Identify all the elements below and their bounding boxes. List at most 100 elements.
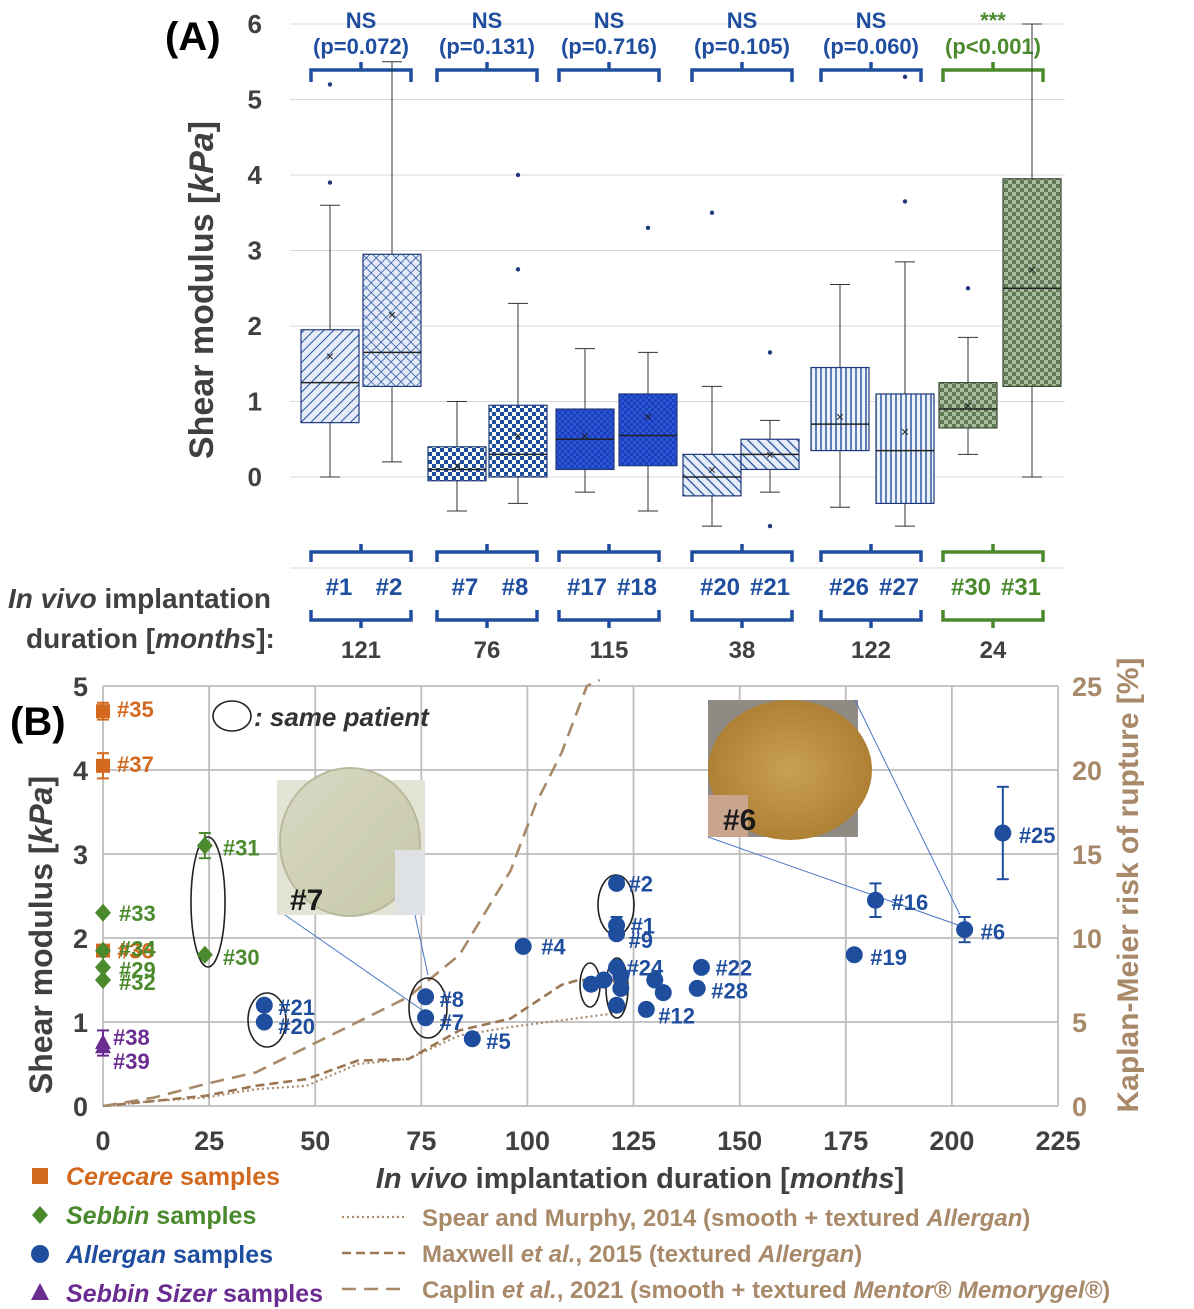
data-point-21: #21 xyxy=(255,995,315,1020)
p-value-label: (p=0.072) xyxy=(313,34,409,59)
data-point-30: #30 xyxy=(196,945,260,970)
sample-label: #26 xyxy=(829,574,869,601)
legend-right-label: Maxwell et al., 2015 (textured Allergan) xyxy=(422,1241,862,1268)
mean-marker: × xyxy=(836,409,844,425)
legend-right-label: Spear and Murphy, 2014 (smooth + texture… xyxy=(422,1205,1030,1232)
significance-label: NS xyxy=(727,8,758,33)
panel-a-y-axis-label: Shear modulus [kPa] xyxy=(183,121,221,459)
y-tick-a-6: 6 xyxy=(248,9,262,39)
box-body xyxy=(938,382,998,429)
significance-label: *** xyxy=(980,8,1006,33)
mean-marker: × xyxy=(644,409,652,425)
panel-a-bottom-brackets: #1 #2 121 #7 #8 76 #17 #18 115 #20 #21 38 #26 #27 122 #… xyxy=(290,544,1065,664)
significance-label: NS xyxy=(346,8,377,33)
x-tick-b: 50 xyxy=(300,1126,330,1156)
y2-tick-b: 20 xyxy=(1072,756,1102,786)
p-value-label: (p=0.131) xyxy=(439,34,535,59)
outlier-point xyxy=(767,350,773,355)
y-tick-a-1: 1 xyxy=(248,387,262,417)
bottom-bracket-lower xyxy=(557,610,661,628)
legend-part: Maxwell xyxy=(422,1241,521,1268)
box-20: × xyxy=(682,210,742,527)
box-27: × xyxy=(875,74,935,527)
legend-left-label: Allergan samples xyxy=(65,1241,273,1269)
marker-circle xyxy=(417,988,435,1006)
x-tick-b: 75 xyxy=(406,1126,436,1156)
point-label: #25 xyxy=(1019,823,1056,848)
marker-circle xyxy=(417,1009,435,1027)
mean-marker: × xyxy=(964,397,972,413)
marker-circle xyxy=(688,979,706,997)
box-body xyxy=(300,329,360,424)
data-point-12: #12 xyxy=(637,1000,695,1028)
legend-marker-diamond xyxy=(32,1206,48,1224)
data-point-2: #2 xyxy=(608,871,653,896)
data-point xyxy=(612,979,630,997)
p-value-label: (p<0.001) xyxy=(945,34,1041,59)
point-label: #37 xyxy=(117,752,154,777)
marker-circle xyxy=(608,874,626,892)
point-label: #28 xyxy=(711,978,748,1003)
marker-circle xyxy=(654,984,672,1002)
bottom-bracket-upper xyxy=(819,544,923,562)
box-body xyxy=(875,393,935,505)
legend-part: Spear and Murphy, 2014 (smooth + texture… xyxy=(422,1205,926,1232)
point-label: #33 xyxy=(119,901,156,926)
photo-inset-6: #6 xyxy=(708,700,872,840)
point-label: #39 xyxy=(113,1049,150,1074)
marker-triangle xyxy=(95,1038,111,1054)
y-tick-b: 0 xyxy=(73,1092,88,1122)
marker-circle xyxy=(956,921,974,939)
marker-circle xyxy=(637,1000,655,1018)
data-point-28: #28 xyxy=(688,978,748,1003)
y2-tick-b: 15 xyxy=(1072,840,1102,870)
box-2: × xyxy=(362,61,422,463)
legend-part: Allergan xyxy=(757,1241,854,1268)
photo-7-pointer-line-1 xyxy=(284,914,426,1013)
legend-left-label: Sebbin samples xyxy=(66,1202,256,1230)
y-tick-b: 1 xyxy=(73,1008,88,1038)
data-point-39: #39 xyxy=(95,1038,150,1074)
sample-label: #31 xyxy=(1001,574,1041,601)
outlier-point xyxy=(902,74,908,80)
panel-a-y-ticks: 0 1 2 3 4 5 6 xyxy=(248,9,263,492)
marker-diamond xyxy=(196,836,213,855)
data-point-38: #38 xyxy=(95,1025,150,1057)
significance-label: NS xyxy=(472,8,503,33)
months-label: 76 xyxy=(474,637,501,664)
panel-b-data-points: #35#37#36#31#30#33#34#29#32#2#1#9#4#8#7#… xyxy=(95,697,1056,1074)
data-point-29: #29 xyxy=(95,957,156,982)
legend-part: Caplin xyxy=(422,1277,502,1304)
data-point-19: #19 xyxy=(845,945,907,970)
panel-a-boxes: × × × × × × × × × × × × xyxy=(300,23,1062,529)
point-label: #9 xyxy=(629,928,653,953)
point-label: #6 xyxy=(981,920,1005,945)
data-point-32: #32 xyxy=(95,970,156,995)
bottom-bracket-lower xyxy=(690,610,794,628)
bottom-bracket-lower xyxy=(941,610,1045,628)
marker-circle xyxy=(612,967,630,985)
legend-right-label: Caplin et al., 2021 (smooth + textured M… xyxy=(422,1277,1110,1304)
bottom-bracket-lower xyxy=(819,610,923,628)
photo-label-6: #6 xyxy=(723,804,756,837)
legend-rest: samples xyxy=(173,1163,280,1191)
data-point xyxy=(646,971,664,989)
bottom-bracket-upper xyxy=(309,544,413,562)
panel-a-x-label-line1: In vivo implantation xyxy=(8,583,271,614)
box-body xyxy=(810,366,870,452)
marker-circle xyxy=(994,824,1012,842)
top-bracket xyxy=(435,62,539,82)
bottom-bracket-lower xyxy=(435,610,539,628)
photo-6-pointer-line-1 xyxy=(707,836,959,926)
box-18: × xyxy=(618,225,678,512)
marker-circle xyxy=(255,1013,273,1031)
y-tick-b: 3 xyxy=(73,840,88,870)
bottom-bracket-upper xyxy=(435,544,539,562)
mean-marker: × xyxy=(388,307,396,323)
marker-circle xyxy=(595,971,613,989)
sample-label: #20 xyxy=(700,574,740,601)
point-label: #16 xyxy=(891,890,928,915)
top-bracket xyxy=(690,62,794,82)
x-tick-b: 25 xyxy=(194,1126,224,1156)
box-body xyxy=(427,446,487,482)
